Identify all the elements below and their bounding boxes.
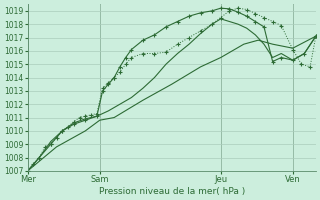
X-axis label: Pression niveau de la mer( hPa ): Pression niveau de la mer( hPa ) — [99, 187, 245, 196]
